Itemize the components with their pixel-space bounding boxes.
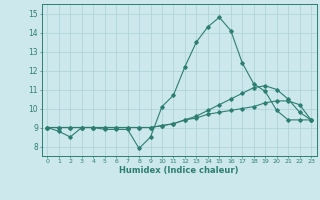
X-axis label: Humidex (Indice chaleur): Humidex (Indice chaleur) xyxy=(119,166,239,175)
